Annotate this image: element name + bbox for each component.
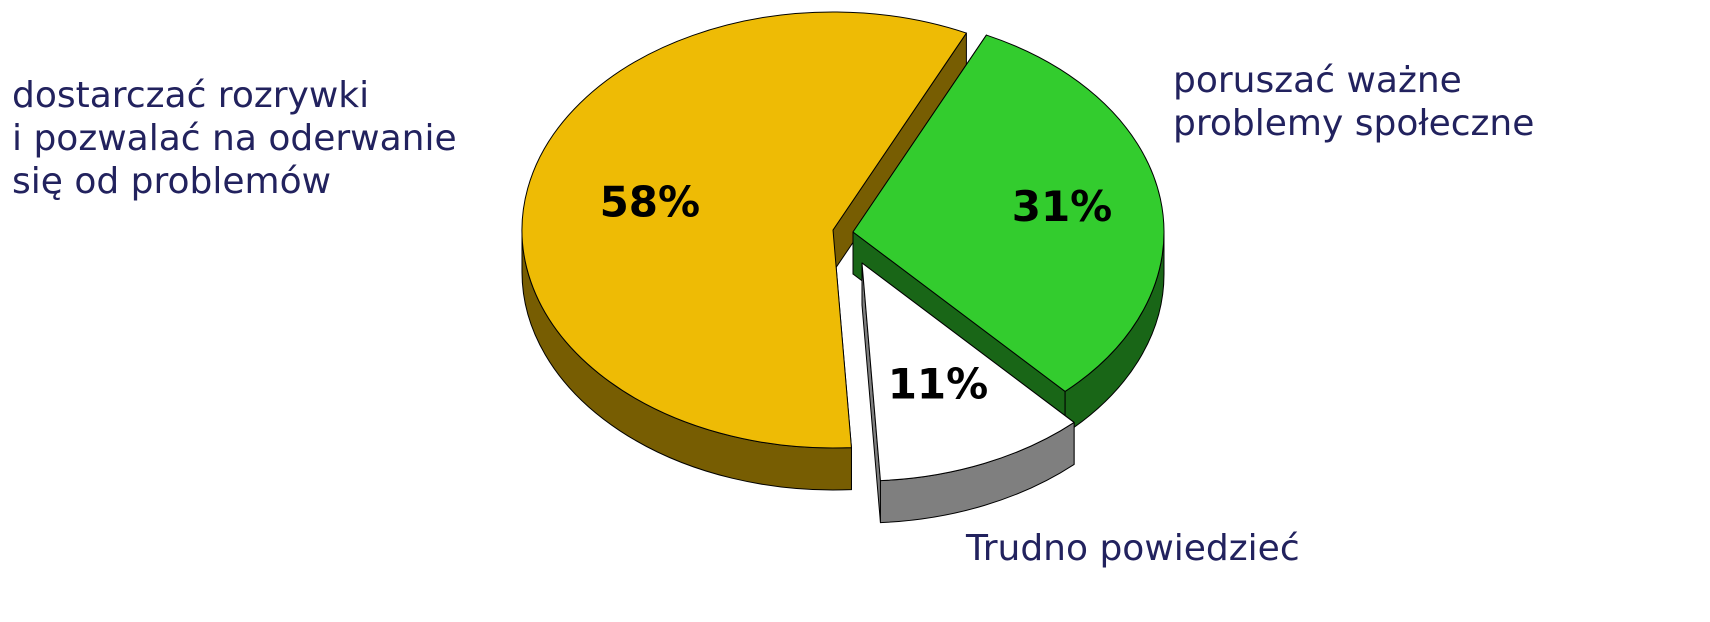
slice [852, 34, 1165, 434]
category-label-line: dostarczać rozrywki [12, 75, 369, 116]
category-label: dostarczać rozrywki i pozwalać na oderwan… [12, 75, 457, 202]
slice [861, 262, 1075, 524]
labels: 58% dostarczać rozrywki i pozwalać na oder… [12, 60, 1534, 569]
category-label: poruszać ważne problemy społeczne [1173, 60, 1534, 144]
category-label-line: problemy społeczne [1173, 103, 1534, 144]
slice-top [852, 34, 1165, 392]
category-label-line: i pozwalać na oderwanie [12, 118, 457, 159]
category-label-line: się od problemów [12, 161, 331, 202]
value-label: 11% [888, 360, 989, 409]
slice [521, 11, 967, 491]
category-label-line: Trudno powiedzieć [965, 528, 1300, 569]
slice-top [861, 262, 1075, 482]
slice-top [521, 11, 967, 449]
pie [521, 11, 1165, 524]
value-label: 58% [600, 178, 701, 227]
value-label: 31% [1012, 182, 1113, 231]
category-label: Trudno powiedzieć [965, 528, 1300, 569]
category-label-line: poruszać ważne [1173, 60, 1462, 101]
